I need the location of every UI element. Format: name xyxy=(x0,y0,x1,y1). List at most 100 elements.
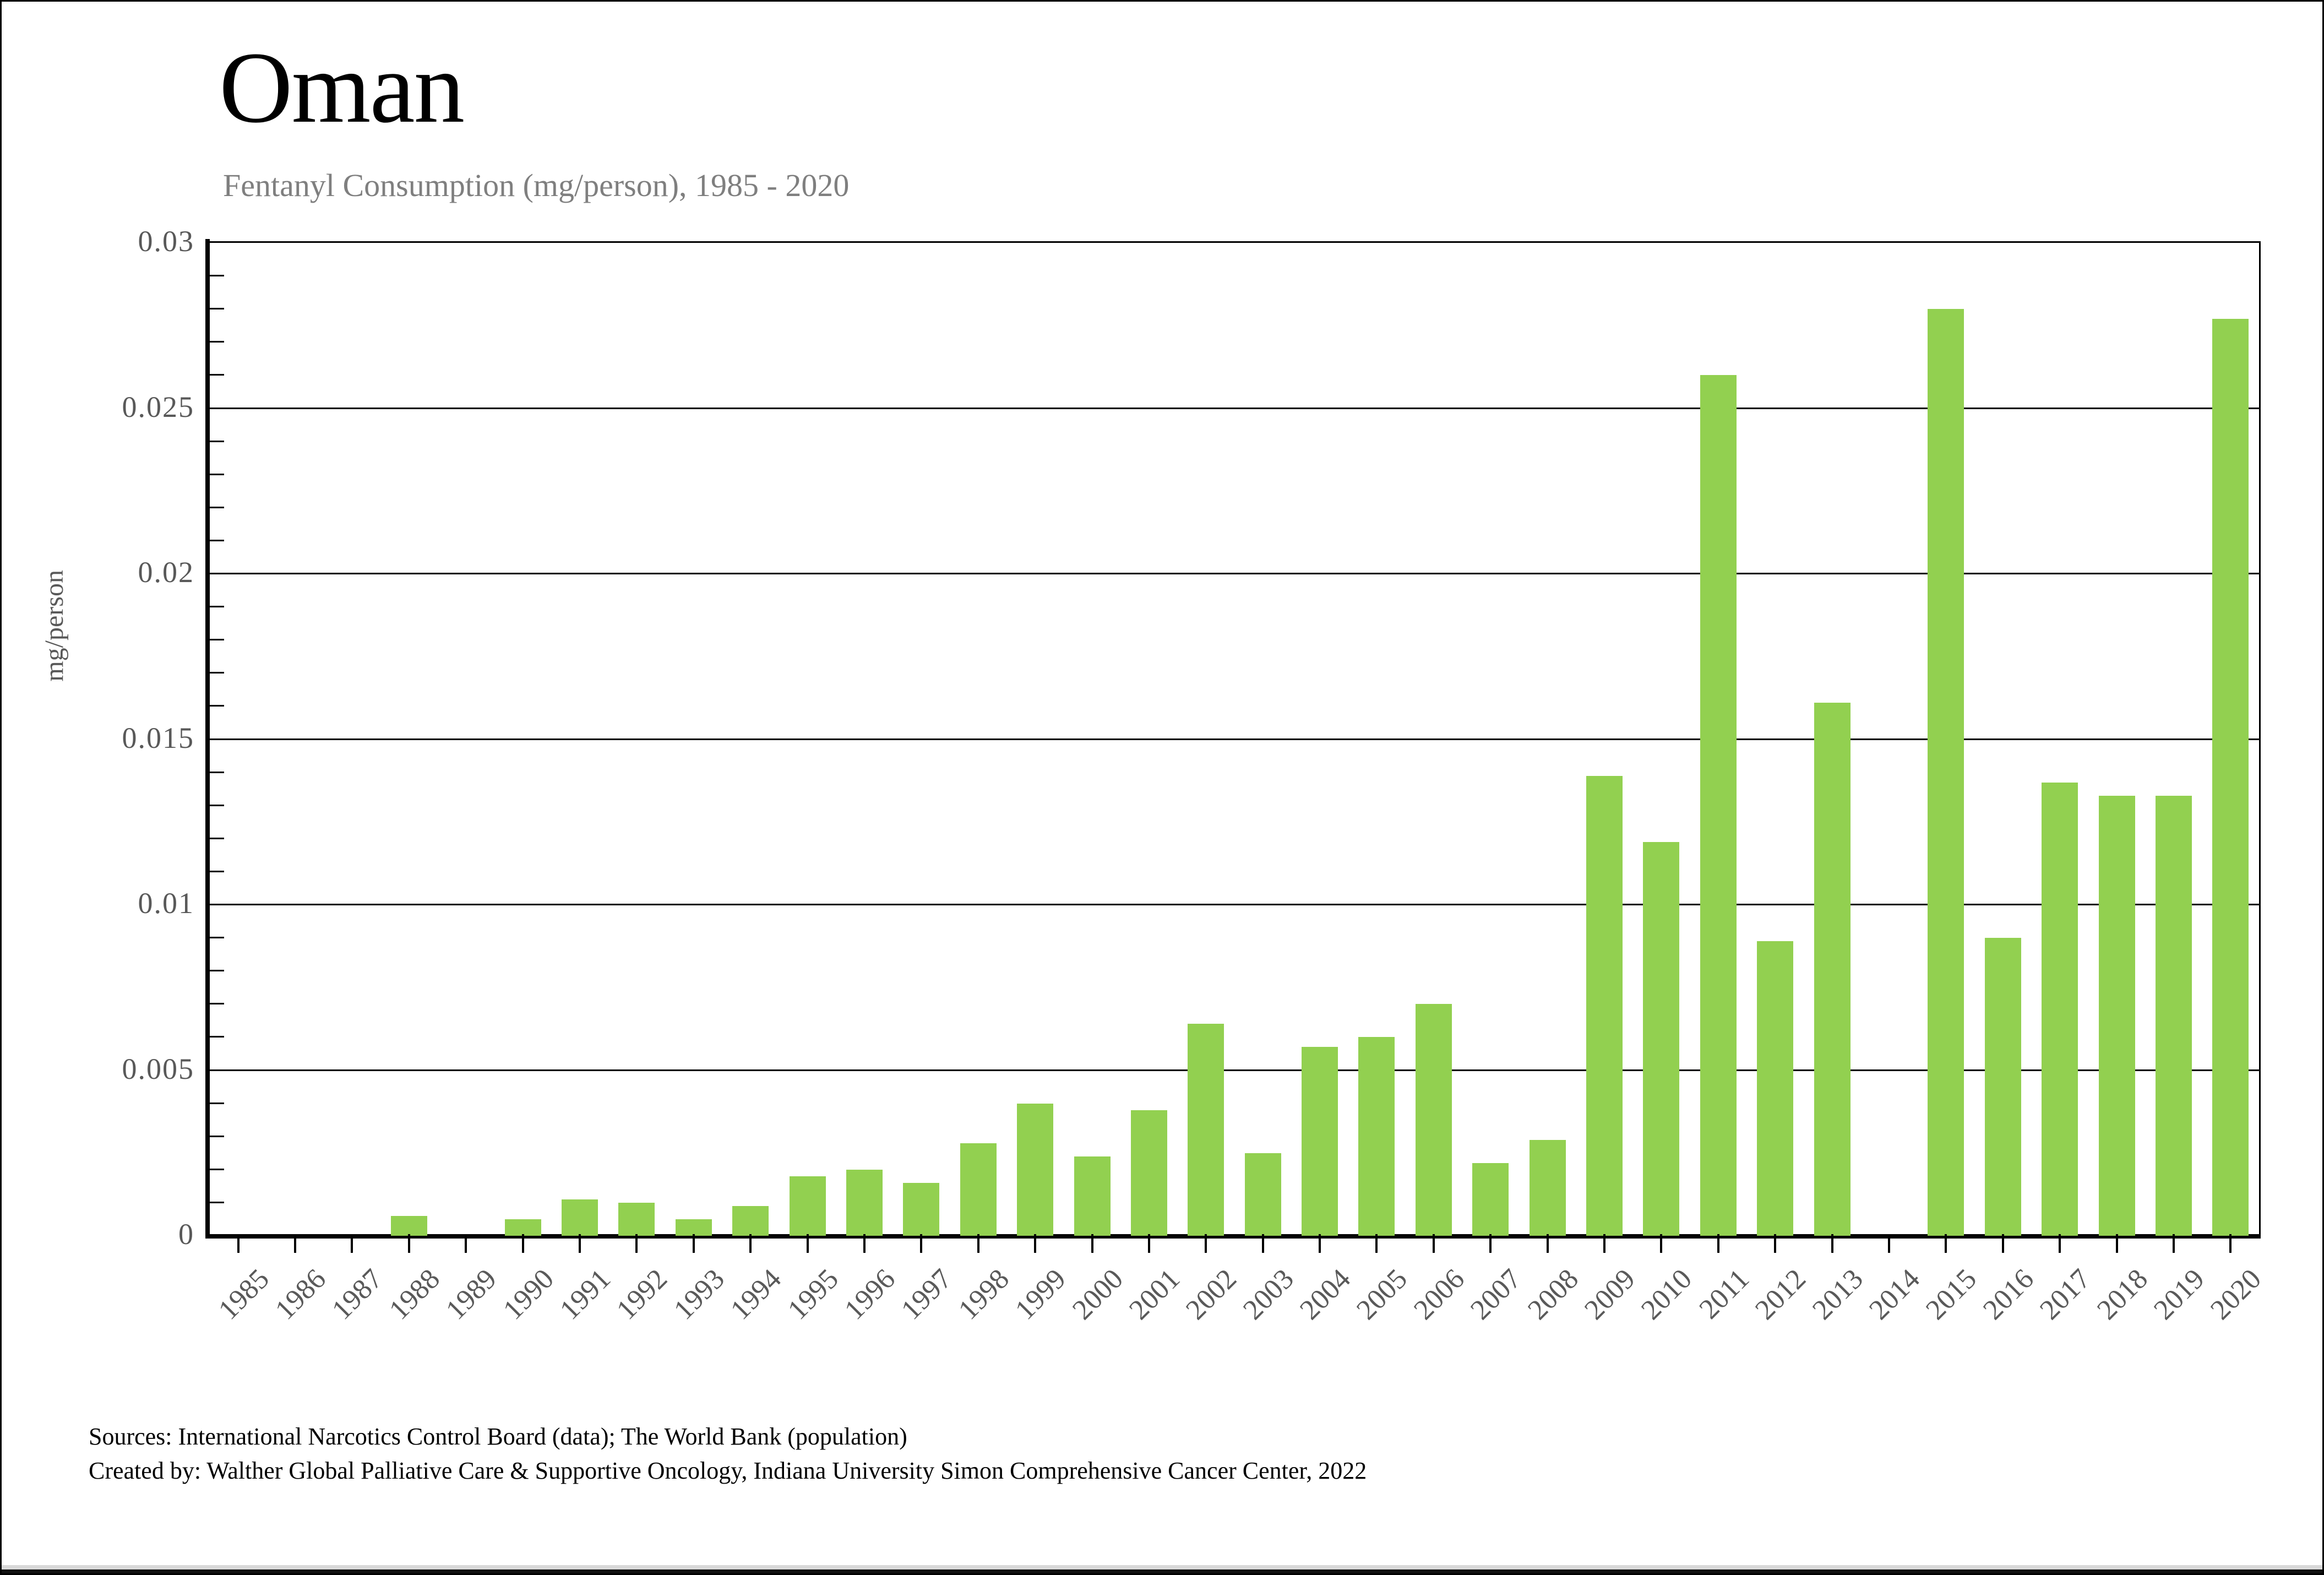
bar-2012 xyxy=(1757,941,1793,1236)
x-tick-1999 xyxy=(1034,1234,1036,1253)
bar-1998 xyxy=(960,1143,997,1236)
y-minor-tick-0.024 xyxy=(210,440,224,442)
bar-2007 xyxy=(1472,1163,1509,1236)
x-tick-2009 xyxy=(1603,1234,1605,1253)
bar-2018 xyxy=(2099,796,2135,1236)
bottom-strip-dark xyxy=(2,1569,2322,1573)
x-tick-2002 xyxy=(1205,1234,1207,1253)
x-tick-2007 xyxy=(1489,1234,1492,1253)
source-note: Sources: International Narcotics Control… xyxy=(89,1420,1367,1489)
gridline-0.01 xyxy=(210,904,2259,905)
bar-2009 xyxy=(1586,776,1623,1236)
y-minor-tick-0.014 xyxy=(210,771,224,773)
gridline-0.015 xyxy=(210,738,2259,740)
bar-1995 xyxy=(790,1176,826,1236)
y-tick-label-0.025: 0.025 xyxy=(122,390,194,423)
x-tick-1994 xyxy=(749,1234,752,1253)
bar-2002 xyxy=(1188,1024,1224,1236)
x-tick-2012 xyxy=(1774,1234,1776,1253)
y-minor-tick-0.027 xyxy=(210,341,224,343)
x-tick-2000 xyxy=(1091,1234,1093,1253)
y-minor-tick-0.009 xyxy=(210,937,224,939)
bar-1999 xyxy=(1017,1104,1053,1236)
x-tick-1987 xyxy=(351,1234,353,1253)
chart-title: Oman xyxy=(219,31,465,144)
gridline-0.02 xyxy=(210,573,2259,574)
y-minor-tick-0.029 xyxy=(210,275,224,277)
x-tick-2018 xyxy=(2116,1234,2118,1253)
y-minor-tick-0.012 xyxy=(210,837,224,839)
y-minor-tick-0.003 xyxy=(210,1135,224,1137)
y-tick-label-0.01: 0.01 xyxy=(138,887,194,920)
x-tick-1995 xyxy=(807,1234,809,1253)
bar-2010 xyxy=(1643,842,1679,1236)
x-tick-2010 xyxy=(1660,1234,1662,1253)
y-minor-tick-0.001 xyxy=(210,1201,224,1203)
bar-1992 xyxy=(618,1203,655,1236)
x-tick-2004 xyxy=(1319,1234,1321,1253)
y-minor-tick-0.017 xyxy=(210,672,224,674)
x-tick-1988 xyxy=(408,1234,410,1253)
bar-1997 xyxy=(903,1183,939,1236)
bar-1988 xyxy=(391,1216,427,1236)
x-tick-2008 xyxy=(1547,1234,1549,1253)
x-tick-1990 xyxy=(522,1234,524,1253)
x-tick-2001 xyxy=(1148,1234,1150,1253)
chart-subtitle: Fentanyl Consumption (mg/person), 1985 -… xyxy=(223,167,850,203)
bar-1994 xyxy=(732,1206,769,1236)
y-tick-label-0.015: 0.015 xyxy=(122,721,194,754)
bar-2001 xyxy=(1131,1110,1167,1236)
y-minor-tick-0.016 xyxy=(210,705,224,707)
y-minor-tick-0.019 xyxy=(210,606,224,608)
y-tick-label-0.03: 0.03 xyxy=(138,225,194,258)
bar-2003 xyxy=(1245,1153,1281,1236)
x-tick-2019 xyxy=(2173,1234,2175,1253)
plot-area xyxy=(210,241,2261,1236)
gridline-0.025 xyxy=(210,407,2259,409)
bar-1990 xyxy=(505,1219,541,1236)
y-minor-tick-0.011 xyxy=(210,870,224,872)
bar-2017 xyxy=(2042,783,2078,1236)
bottom-strip-gray xyxy=(2,1565,2322,1569)
y-minor-tick-0.002 xyxy=(210,1168,224,1170)
x-tick-1991 xyxy=(579,1234,581,1253)
x-tick-2016 xyxy=(2002,1234,2004,1253)
bar-2008 xyxy=(1530,1140,1566,1236)
bar-1991 xyxy=(562,1199,598,1236)
bar-2015 xyxy=(1928,309,1964,1236)
y-minor-tick-0.028 xyxy=(210,308,224,310)
x-tick-1986 xyxy=(294,1234,296,1253)
x-tick-1996 xyxy=(863,1234,866,1253)
x-tick-1989 xyxy=(465,1234,467,1253)
bar-2000 xyxy=(1074,1156,1111,1236)
bar-2013 xyxy=(1814,703,1851,1236)
y-axis-line xyxy=(205,239,210,1239)
x-tick-2017 xyxy=(2059,1234,2061,1253)
y-minor-tick-0.008 xyxy=(210,970,224,972)
x-tick-2011 xyxy=(1717,1234,1719,1253)
y-minor-tick-0.007 xyxy=(210,1003,224,1005)
bar-2019 xyxy=(2156,796,2192,1236)
x-tick-label-text: 1985 xyxy=(213,1263,276,1326)
x-tick-1985 xyxy=(237,1234,240,1253)
y-minor-tick-0.021 xyxy=(210,539,224,541)
x-tick-1993 xyxy=(693,1234,695,1253)
bar-1993 xyxy=(676,1219,712,1236)
source-line-1: Sources: International Narcotics Control… xyxy=(89,1423,907,1450)
y-tick-label-0.02: 0.02 xyxy=(138,556,194,589)
x-tick-2020 xyxy=(2229,1234,2232,1253)
x-tick-1997 xyxy=(920,1234,922,1253)
bar-1996 xyxy=(846,1170,883,1236)
y-minor-tick-0.006 xyxy=(210,1036,224,1038)
x-axis-line xyxy=(205,1234,2261,1239)
x-tick-2003 xyxy=(1262,1234,1264,1253)
gridline-0.005 xyxy=(210,1069,2259,1071)
y-minor-tick-0.018 xyxy=(210,639,224,641)
y-minor-tick-0.026 xyxy=(210,374,224,376)
x-tick-2013 xyxy=(1831,1234,1833,1253)
y-tick-label-0: 0 xyxy=(178,1218,194,1251)
x-tick-1992 xyxy=(635,1234,638,1253)
bar-2005 xyxy=(1358,1037,1395,1236)
x-tick-2006 xyxy=(1433,1234,1435,1253)
